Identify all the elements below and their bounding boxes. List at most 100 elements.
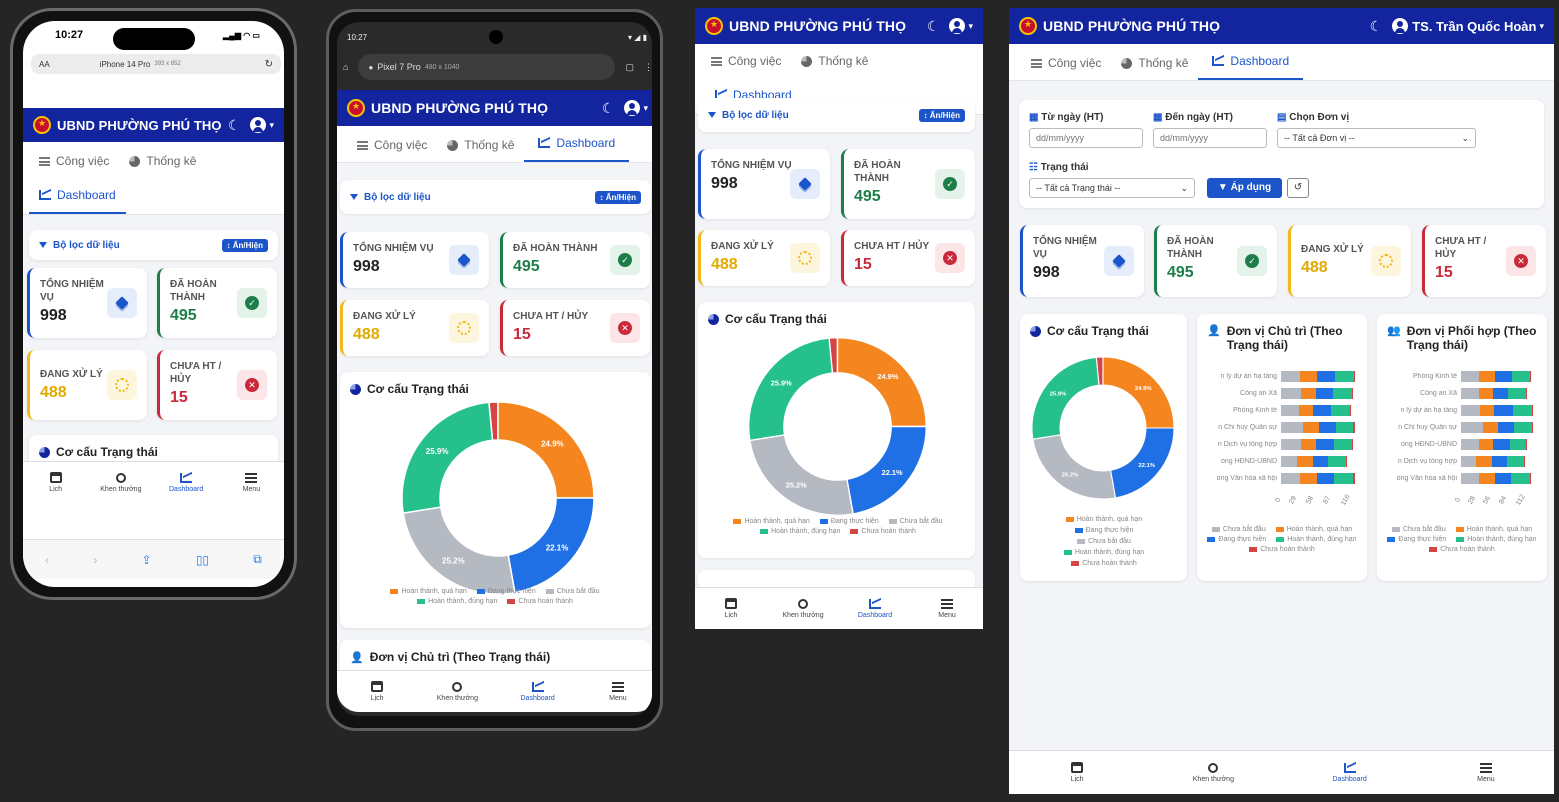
bar-segment[interactable] [1301,439,1316,450]
legend-item[interactable]: Đang thực hiện [1207,536,1266,543]
donut-slice[interactable] [401,401,494,514]
bar-segment[interactable] [1296,456,1313,467]
nav-lich[interactable]: Lịch [1009,751,1145,794]
bar-segment[interactable] [1479,439,1493,450]
bar-segment[interactable] [1512,371,1530,382]
donut-slice[interactable] [1032,434,1117,500]
bar-segment[interactable] [1461,371,1480,382]
stacked-bar[interactable] [1461,439,1527,450]
bookmarks-icon[interactable]: ▯▯ [195,552,210,567]
legend-item[interactable]: Chưa bắt đầu [545,588,600,595]
donut-slice[interactable] [836,337,927,428]
legend-item[interactable]: Đang thực hiện [1387,536,1446,543]
filter-bar[interactable]: Bộ lọc dữ liệu ↕ Ẩn/Hiện [340,180,651,214]
nav-dashboard[interactable]: Dashboard [498,671,578,712]
tab-cong-viec[interactable]: Công việc [701,44,791,78]
bar-segment[interactable] [1281,371,1301,382]
tab-cong-viec[interactable]: Công việc [29,144,119,178]
status-select[interactable]: -- Tất cả Trạng thái -- ⌄ [1029,178,1195,198]
stacked-bar[interactable] [1461,388,1527,399]
tab-cong-viec[interactable]: Công việc [347,128,437,162]
bar-segment[interactable] [1461,388,1480,399]
bar-segment[interactable] [1461,405,1480,416]
bar-segment[interactable] [1315,388,1333,399]
bar-segment[interactable] [1315,439,1335,450]
bar-segment[interactable] [1531,422,1533,433]
bar-segment[interactable] [1476,456,1492,467]
tab-dashboard[interactable]: Dashboard [524,126,630,162]
reset-button[interactable]: ↺ [1287,178,1309,198]
user-name[interactable]: TS. Trần Quốc Hoàn [1412,18,1537,34]
bar-segment[interactable] [1281,456,1297,467]
tabs-icon[interactable]: ▢ [625,61,634,72]
text-size-button[interactable]: AA [39,59,50,69]
bar-segment[interactable] [1303,422,1320,433]
legend-item[interactable]: Hoàn thành, quá hạn [390,588,467,595]
tabs-icon[interactable]: ⧉ [253,552,262,566]
donut-slice[interactable] [1102,356,1175,429]
chevron-down-icon[interactable]: ▾ [968,20,973,31]
bar-segment[interactable] [1335,371,1354,382]
bar-segment[interactable] [1334,439,1352,450]
nav-menu[interactable]: Menu [1418,751,1554,794]
nav-lich[interactable]: Lịch [337,671,417,712]
nav-lich[interactable]: Lịch [23,462,88,503]
bar-segment[interactable] [1300,371,1317,382]
bar-segment[interactable] [1514,422,1532,433]
more-icon[interactable]: ⋮ [644,61,652,72]
forward-icon[interactable]: › [93,552,98,567]
bar-segment[interactable] [1479,371,1495,382]
bar-segment[interactable] [1335,422,1354,433]
bar-segment[interactable] [1281,388,1302,399]
stacked-bar[interactable] [1281,439,1353,450]
nav-dashboard[interactable]: Dashboard [154,462,219,503]
bar-segment[interactable] [1494,473,1512,484]
dark-mode-icon[interactable]: ☾ [1369,17,1383,34]
bar-segment[interactable] [1313,405,1332,416]
bar-segment[interactable] [1349,405,1351,416]
bar-segment[interactable] [1479,405,1495,416]
stacked-bar[interactable] [1281,405,1351,416]
bar-segment[interactable] [1281,405,1300,416]
nav-dashboard[interactable]: Dashboard [839,588,911,629]
stacked-bar[interactable] [1461,405,1533,416]
legend-item[interactable]: Đang thực hiện [476,588,536,595]
legend-item[interactable]: Hoàn thành, đúng hạn [760,528,840,535]
chevron-down-icon[interactable]: ▾ [643,102,648,113]
from-date-input[interactable] [1029,128,1143,148]
legend-item[interactable]: Đang thực hiện [1074,527,1133,534]
legend-item[interactable]: Chưa bắt đầu [888,518,943,525]
bar-segment[interactable] [1492,388,1509,399]
legend-item[interactable]: Hoàn thành, quá hạn [1065,516,1142,523]
tab-thong-ke[interactable]: Thống kê [1111,46,1198,80]
user-icon[interactable] [949,18,966,34]
tab-dashboard[interactable]: Dashboard [1198,44,1304,80]
stacked-bar[interactable] [1281,422,1355,433]
legend-item[interactable]: Hoàn thành, quá hạn [1455,526,1532,533]
bar-segment[interactable] [1525,388,1527,399]
bar-segment[interactable] [1461,456,1477,467]
stacked-bar[interactable] [1461,422,1533,433]
bar-segment[interactable] [1316,473,1335,484]
bar-segment[interactable] [1479,388,1493,399]
bar-segment[interactable] [1331,405,1350,416]
legend-item[interactable]: Hoàn thành, đúng hạn [1063,549,1144,556]
bar-segment[interactable] [1351,388,1353,399]
bar-segment[interactable] [1316,371,1335,382]
bar-segment[interactable] [1494,405,1513,416]
bar-segment[interactable] [1531,405,1533,416]
bar-segment[interactable] [1299,405,1314,416]
stacked-bar[interactable] [1461,371,1531,382]
stacked-bar[interactable] [1281,371,1355,382]
legend-item[interactable]: Chưa hoàn thành [850,528,916,535]
bar-segment[interactable] [1491,456,1508,467]
legend-item[interactable]: Chưa bắt đầu [1211,526,1266,533]
legend-item[interactable]: Đang thực hiện [819,518,879,525]
stacked-bar[interactable] [1281,473,1355,484]
legend-item[interactable]: Chưa hoàn thành [1429,546,1495,553]
stacked-bar[interactable] [1461,456,1525,467]
nav-menu[interactable]: Menu [578,671,652,712]
bar-segment[interactable] [1507,456,1524,467]
bar-segment[interactable] [1494,371,1513,382]
bar-segment[interactable] [1509,439,1526,450]
